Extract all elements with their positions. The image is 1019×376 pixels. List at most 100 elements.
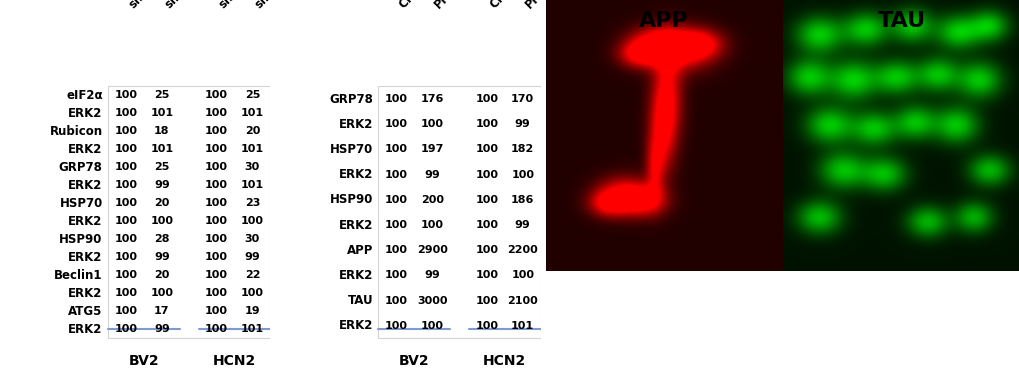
Text: 100: 100: [205, 288, 228, 299]
Text: eIF2α: eIF2α: [66, 89, 103, 102]
Text: 28: 28: [154, 234, 169, 244]
Text: HCN2: HCN2: [483, 355, 526, 368]
Text: BV2: BV2: [128, 355, 159, 368]
Text: siProtein: siProtein: [252, 0, 304, 11]
Text: 100: 100: [475, 270, 498, 280]
Text: 17: 17: [154, 306, 169, 317]
Text: 100: 100: [384, 144, 408, 155]
Text: 100: 100: [420, 220, 443, 230]
Text: ERK2: ERK2: [68, 323, 103, 336]
Text: TAU: TAU: [347, 294, 373, 307]
Text: ERK2: ERK2: [338, 168, 373, 181]
Text: 100: 100: [114, 108, 138, 118]
Text: 100: 100: [205, 270, 228, 280]
Text: siSCR: siSCR: [216, 0, 252, 11]
Text: 100: 100: [114, 199, 138, 208]
Text: 101: 101: [511, 321, 534, 331]
Text: 100: 100: [384, 245, 408, 255]
Text: 176: 176: [420, 94, 443, 104]
Text: 2900: 2900: [417, 245, 447, 255]
Text: 100: 100: [384, 270, 408, 280]
Text: 100: 100: [114, 126, 138, 136]
Text: ERK2: ERK2: [68, 215, 103, 228]
Text: 100: 100: [205, 180, 228, 191]
Text: Beclin1: Beclin1: [54, 269, 103, 282]
Text: 100: 100: [205, 108, 228, 118]
Text: GRP78: GRP78: [329, 92, 373, 106]
Text: siSCR: siSCR: [126, 0, 161, 11]
Text: 100: 100: [205, 324, 228, 334]
Text: 100: 100: [205, 144, 228, 155]
Text: 100: 100: [475, 119, 498, 129]
Text: HSP70: HSP70: [329, 143, 373, 156]
Text: HSP70: HSP70: [59, 197, 103, 210]
Text: 100: 100: [205, 217, 228, 226]
Text: 197: 197: [420, 144, 443, 155]
Text: 100: 100: [114, 180, 138, 191]
Text: ERK2: ERK2: [68, 287, 103, 300]
Text: 100: 100: [205, 306, 228, 317]
Text: 100: 100: [114, 234, 138, 244]
Text: 100: 100: [240, 288, 264, 299]
Text: TAU: TAU: [876, 11, 925, 31]
Text: 170: 170: [511, 94, 534, 104]
Text: 100: 100: [205, 126, 228, 136]
Text: 30: 30: [245, 234, 260, 244]
Text: Rubicon: Rubicon: [50, 125, 103, 138]
Text: 100: 100: [420, 119, 443, 129]
Text: 100: 100: [205, 162, 228, 173]
Text: 100: 100: [475, 296, 498, 306]
Text: HCN2: HCN2: [213, 355, 256, 368]
Text: 25: 25: [154, 162, 169, 173]
Text: Protein: Protein: [522, 0, 566, 11]
Text: 100: 100: [205, 91, 228, 100]
Text: Protein: Protein: [432, 0, 475, 11]
Text: 101: 101: [150, 108, 173, 118]
Text: 99: 99: [245, 252, 260, 262]
Text: 2100: 2100: [506, 296, 538, 306]
Text: 100: 100: [114, 270, 138, 280]
Text: 186: 186: [511, 195, 534, 205]
Text: HSP90: HSP90: [59, 233, 103, 246]
Text: 100: 100: [475, 144, 498, 155]
Text: 100: 100: [475, 94, 498, 104]
Text: 100: 100: [205, 252, 228, 262]
Text: 101: 101: [240, 324, 264, 334]
Text: 20: 20: [245, 126, 260, 136]
Text: 25: 25: [154, 91, 169, 100]
Text: 3000: 3000: [417, 296, 447, 306]
Text: 100: 100: [150, 288, 173, 299]
Text: 200: 200: [420, 195, 443, 205]
Text: 100: 100: [384, 321, 408, 331]
Text: 100: 100: [150, 217, 173, 226]
Text: 100: 100: [114, 324, 138, 334]
Text: 99: 99: [154, 252, 169, 262]
Text: 100: 100: [114, 217, 138, 226]
Text: ERK2: ERK2: [338, 218, 373, 232]
Text: 100: 100: [475, 321, 498, 331]
Text: 99: 99: [515, 220, 530, 230]
Text: 101: 101: [240, 108, 264, 118]
Text: 25: 25: [245, 91, 260, 100]
Text: 100: 100: [511, 170, 534, 180]
Text: 100: 100: [475, 245, 498, 255]
Text: 100: 100: [384, 220, 408, 230]
Text: ERK2: ERK2: [68, 251, 103, 264]
Text: 100: 100: [114, 288, 138, 299]
Text: 18: 18: [154, 126, 169, 136]
Text: 100: 100: [205, 199, 228, 208]
Text: APP: APP: [639, 11, 688, 31]
Text: 101: 101: [240, 144, 264, 155]
Text: 100: 100: [114, 162, 138, 173]
Text: 2200: 2200: [506, 245, 538, 255]
Text: APP: APP: [346, 244, 373, 257]
Text: 101: 101: [240, 180, 264, 191]
Text: 22: 22: [245, 270, 260, 280]
Text: 100: 100: [205, 234, 228, 244]
Text: 100: 100: [511, 270, 534, 280]
Text: 100: 100: [384, 296, 408, 306]
Text: 19: 19: [245, 306, 260, 317]
Text: ERK2: ERK2: [338, 269, 373, 282]
Text: 99: 99: [154, 180, 169, 191]
Text: 100: 100: [384, 119, 408, 129]
